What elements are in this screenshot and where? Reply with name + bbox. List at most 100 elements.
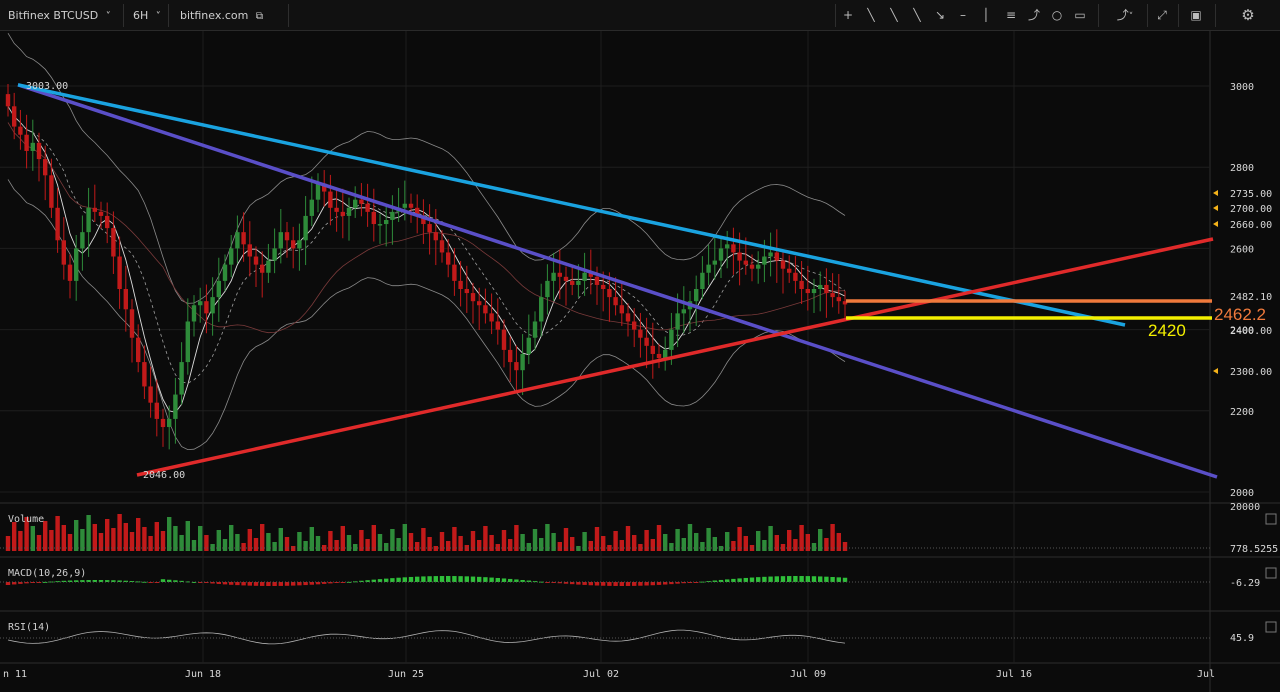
pitchfork-tool-icon[interactable]: ⤴ bbox=[1027, 8, 1040, 22]
candle-body bbox=[92, 207, 97, 212]
candle-body bbox=[526, 337, 531, 354]
volume-bar bbox=[520, 534, 525, 551]
ellipse-tool-icon[interactable]: ○ bbox=[1051, 8, 1063, 22]
macd-bar bbox=[359, 580, 364, 582]
volume-bar bbox=[328, 531, 333, 551]
volume-bar bbox=[346, 535, 352, 551]
trendlines: 3003.00 2046.00 2462.2 2420 bbox=[17, 81, 1266, 481]
macd-bar bbox=[756, 577, 761, 582]
volume-bar bbox=[241, 543, 246, 551]
divider bbox=[1147, 4, 1148, 27]
grid bbox=[0, 31, 1280, 692]
macd-pane-label: MACD(10,26,9) bbox=[8, 568, 87, 579]
candle-body bbox=[768, 252, 773, 257]
macd-bar bbox=[247, 582, 252, 586]
support-level-label: 2420 bbox=[1148, 321, 1186, 340]
extended-line-tool-icon[interactable]: ╲ bbox=[913, 8, 921, 22]
volume-pane-label: Volume bbox=[8, 514, 45, 525]
candle-body bbox=[284, 232, 290, 241]
candle-body bbox=[501, 329, 507, 350]
candle-body bbox=[402, 203, 407, 208]
snapshot-icon[interactable]: ▣ bbox=[1190, 8, 1202, 22]
candle-body bbox=[111, 228, 116, 257]
candle-body bbox=[67, 264, 73, 281]
macd-bar bbox=[446, 576, 451, 582]
vertical-line-tool-icon[interactable]: │ bbox=[982, 8, 990, 22]
crosshair-icon[interactable]: + bbox=[842, 8, 854, 22]
candle-body bbox=[718, 248, 724, 261]
volume-bar bbox=[408, 533, 414, 551]
volume-bar bbox=[216, 530, 221, 551]
macd-bar bbox=[607, 582, 612, 586]
volume-bar bbox=[365, 539, 370, 551]
macd-bar bbox=[353, 581, 358, 583]
macd-bar bbox=[470, 576, 476, 582]
volume-bar bbox=[340, 526, 345, 551]
site-link[interactable]: bitfinex.com ⧉ bbox=[180, 0, 263, 31]
candle-body bbox=[663, 349, 668, 359]
bollinger-upper bbox=[7, 32, 846, 304]
symbol-selector[interactable]: Bitfinex BTCUSD ˅ bbox=[8, 0, 111, 31]
volume-bar bbox=[489, 535, 494, 551]
macd-bar bbox=[570, 582, 575, 585]
ray-tool-icon[interactable]: ╲ bbox=[890, 8, 898, 22]
candle-body bbox=[749, 264, 755, 269]
volume-bar bbox=[793, 539, 798, 551]
macd-bar bbox=[762, 576, 767, 582]
volume-bar bbox=[92, 524, 97, 551]
macd-bar bbox=[520, 579, 525, 582]
arrow-tool-icon[interactable]: ↘ bbox=[934, 8, 946, 22]
candle-body bbox=[588, 272, 593, 277]
macd-bar bbox=[92, 580, 97, 582]
volume-bar bbox=[582, 532, 587, 551]
horizontal-line-tool-icon[interactable]: – bbox=[960, 8, 966, 22]
macd-bar bbox=[650, 582, 655, 586]
settings-icon[interactable]: ⚙ bbox=[1241, 6, 1255, 24]
trendline-tool-icon[interactable]: ╲ bbox=[867, 8, 875, 22]
side-level-label: 2482.10 bbox=[1230, 292, 1272, 303]
candle-body bbox=[247, 244, 252, 257]
studies-icon[interactable]: ⤴˅ bbox=[1108, 0, 1142, 31]
divider bbox=[835, 4, 836, 27]
candle-body bbox=[489, 313, 494, 322]
macd-bar bbox=[408, 576, 414, 582]
candle-body bbox=[74, 248, 79, 281]
volume-bar bbox=[36, 535, 42, 551]
candle-body bbox=[811, 289, 817, 294]
candle-body bbox=[49, 175, 54, 208]
candle-body bbox=[390, 211, 395, 220]
macd-bar bbox=[371, 579, 376, 582]
candle-body bbox=[743, 260, 748, 265]
collapse-pane-icon bbox=[1265, 513, 1277, 525]
macd-bar bbox=[74, 580, 79, 582]
fullscreen-icon[interactable]: ⤢ bbox=[1157, 8, 1167, 22]
macd-bar bbox=[625, 582, 631, 586]
volume-bar bbox=[427, 537, 432, 551]
macd-bar bbox=[61, 580, 66, 582]
macd-bar bbox=[539, 581, 544, 583]
candle-body bbox=[309, 199, 314, 216]
volume-bar bbox=[638, 544, 643, 551]
macd-bar bbox=[272, 582, 277, 586]
price-tick-label: 2800 bbox=[1230, 163, 1254, 174]
volume-tick-label: 778.5255 bbox=[1230, 544, 1278, 555]
volume-bar bbox=[384, 543, 389, 551]
volume-bar bbox=[191, 540, 197, 551]
macd-bar bbox=[12, 582, 17, 585]
fib-tool-icon[interactable]: ≡ bbox=[1005, 8, 1017, 22]
macd-bar bbox=[514, 579, 519, 582]
trendline-red bbox=[136, 237, 1214, 477]
candle-body bbox=[24, 134, 29, 151]
volume-bar bbox=[359, 530, 364, 551]
interval-selector[interactable]: 6H ˅ bbox=[133, 0, 161, 31]
date-tick-label: Jul 02 bbox=[583, 669, 619, 680]
last-price-label: 2462.2 bbox=[1214, 305, 1266, 324]
rectangle-tool-icon[interactable]: ▭ bbox=[1074, 8, 1086, 22]
candle-body bbox=[421, 215, 426, 225]
level-marker-icon bbox=[1213, 221, 1218, 227]
candle-body bbox=[55, 207, 60, 241]
candle-body bbox=[359, 199, 364, 204]
volume-bar bbox=[80, 529, 85, 551]
macd-bar bbox=[588, 582, 593, 586]
